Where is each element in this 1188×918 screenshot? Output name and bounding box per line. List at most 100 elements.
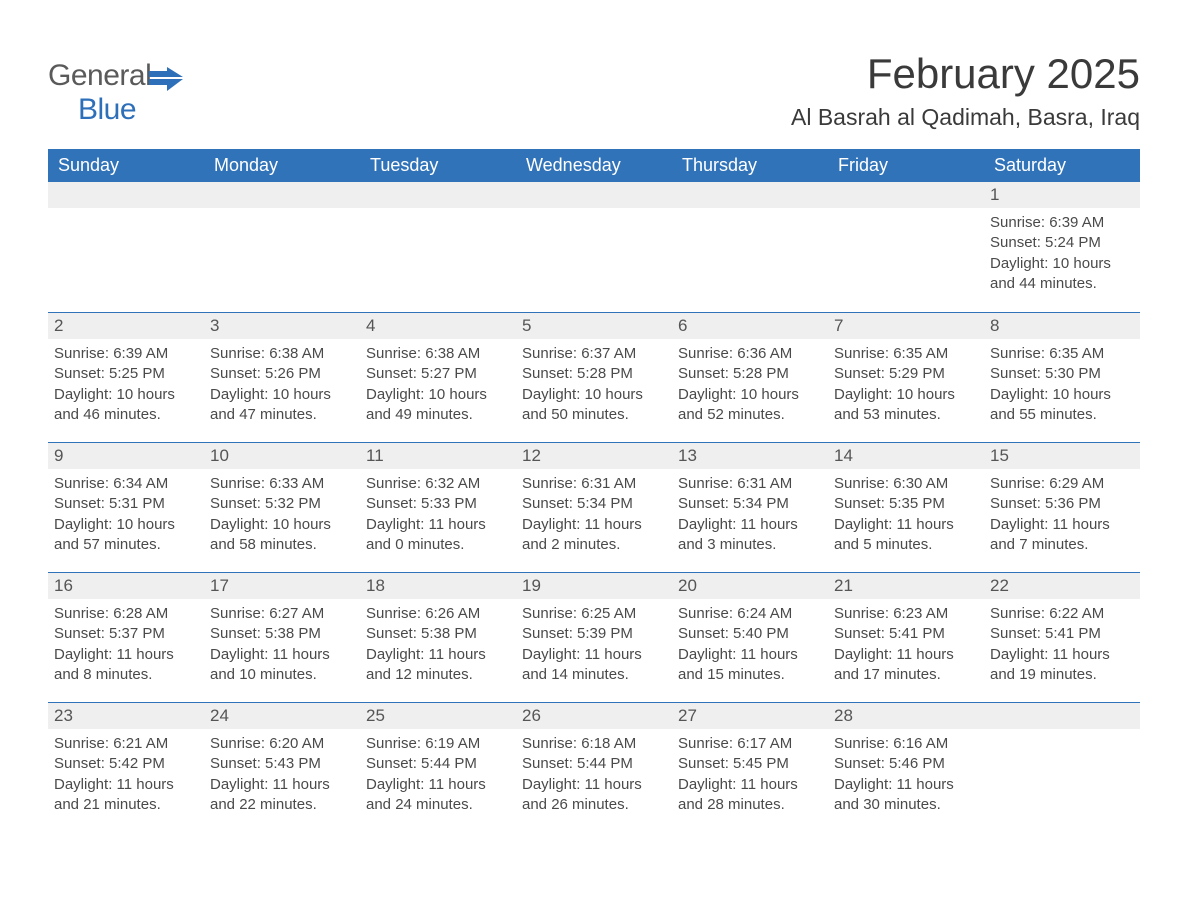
month-title: February 2025 bbox=[791, 50, 1140, 98]
day-content: Sunrise: 6:31 AMSunset: 5:34 PMDaylight:… bbox=[516, 469, 672, 567]
weekday-header: Wednesday bbox=[516, 149, 672, 182]
day-number bbox=[360, 182, 516, 208]
sunset-line: Sunset: 5:39 PM bbox=[522, 624, 666, 644]
sunrise-line: Sunrise: 6:25 AM bbox=[522, 604, 666, 624]
sunset-line: Sunset: 5:34 PM bbox=[678, 494, 822, 514]
day-content: Sunrise: 6:34 AMSunset: 5:31 PMDaylight:… bbox=[48, 469, 204, 567]
calendar-week-row: 2Sunrise: 6:39 AMSunset: 5:25 PMDaylight… bbox=[48, 312, 1140, 442]
calendar-day-cell: 27Sunrise: 6:17 AMSunset: 5:45 PMDayligh… bbox=[672, 702, 828, 832]
sunset-line: Sunset: 5:41 PM bbox=[834, 624, 978, 644]
sunrise-line: Sunrise: 6:22 AM bbox=[990, 604, 1134, 624]
day-number: 7 bbox=[828, 312, 984, 339]
day-number: 20 bbox=[672, 572, 828, 599]
calendar-day-cell: 25Sunrise: 6:19 AMSunset: 5:44 PMDayligh… bbox=[360, 702, 516, 832]
sunrise-line: Sunrise: 6:35 AM bbox=[990, 344, 1134, 364]
calendar-body: 1Sunrise: 6:39 AMSunset: 5:24 PMDaylight… bbox=[48, 182, 1140, 832]
calendar-day-cell: 20Sunrise: 6:24 AMSunset: 5:40 PMDayligh… bbox=[672, 572, 828, 702]
day-number bbox=[672, 182, 828, 208]
sunrise-line: Sunrise: 6:18 AM bbox=[522, 734, 666, 754]
day-content: Sunrise: 6:30 AMSunset: 5:35 PMDaylight:… bbox=[828, 469, 984, 567]
calendar-day-cell: 23Sunrise: 6:21 AMSunset: 5:42 PMDayligh… bbox=[48, 702, 204, 832]
daylight-line: Daylight: 11 hours and 7 minutes. bbox=[990, 515, 1134, 556]
logo-word-1: General bbox=[48, 59, 151, 92]
calendar-day-cell: 16Sunrise: 6:28 AMSunset: 5:37 PMDayligh… bbox=[48, 572, 204, 702]
sunrise-line: Sunrise: 6:39 AM bbox=[54, 344, 198, 364]
sunset-line: Sunset: 5:33 PM bbox=[366, 494, 510, 514]
day-content: Sunrise: 6:36 AMSunset: 5:28 PMDaylight:… bbox=[672, 339, 828, 437]
sunrise-line: Sunrise: 6:31 AM bbox=[522, 474, 666, 494]
weekday-header-row: Sunday Monday Tuesday Wednesday Thursday… bbox=[48, 149, 1140, 182]
day-number: 21 bbox=[828, 572, 984, 599]
day-content: Sunrise: 6:38 AMSunset: 5:26 PMDaylight:… bbox=[204, 339, 360, 437]
calendar-day-cell: 24Sunrise: 6:20 AMSunset: 5:43 PMDayligh… bbox=[204, 702, 360, 832]
sunset-line: Sunset: 5:31 PM bbox=[54, 494, 198, 514]
daylight-line: Daylight: 11 hours and 12 minutes. bbox=[366, 645, 510, 686]
daylight-line: Daylight: 11 hours and 10 minutes. bbox=[210, 645, 354, 686]
calendar-day-cell: 10Sunrise: 6:33 AMSunset: 5:32 PMDayligh… bbox=[204, 442, 360, 572]
day-content: Sunrise: 6:24 AMSunset: 5:40 PMDaylight:… bbox=[672, 599, 828, 697]
weekday-header: Friday bbox=[828, 149, 984, 182]
day-number: 27 bbox=[672, 702, 828, 729]
day-number: 28 bbox=[828, 702, 984, 729]
sunset-line: Sunset: 5:45 PM bbox=[678, 754, 822, 774]
sunset-line: Sunset: 5:40 PM bbox=[678, 624, 822, 644]
day-number: 19 bbox=[516, 572, 672, 599]
day-content: Sunrise: 6:28 AMSunset: 5:37 PMDaylight:… bbox=[48, 599, 204, 697]
daylight-line: Daylight: 11 hours and 3 minutes. bbox=[678, 515, 822, 556]
sunset-line: Sunset: 5:32 PM bbox=[210, 494, 354, 514]
day-number: 25 bbox=[360, 702, 516, 729]
day-content bbox=[516, 208, 672, 298]
sunrise-line: Sunrise: 6:38 AM bbox=[210, 344, 354, 364]
sunset-line: Sunset: 5:37 PM bbox=[54, 624, 198, 644]
calendar-day-cell: 11Sunrise: 6:32 AMSunset: 5:33 PMDayligh… bbox=[360, 442, 516, 572]
day-number: 11 bbox=[360, 442, 516, 469]
day-content: Sunrise: 6:25 AMSunset: 5:39 PMDaylight:… bbox=[516, 599, 672, 697]
sunset-line: Sunset: 5:29 PM bbox=[834, 364, 978, 384]
day-number: 14 bbox=[828, 442, 984, 469]
day-content: Sunrise: 6:27 AMSunset: 5:38 PMDaylight:… bbox=[204, 599, 360, 697]
sunrise-line: Sunrise: 6:31 AM bbox=[678, 474, 822, 494]
logo: General Blue bbox=[48, 60, 183, 125]
day-number: 15 bbox=[984, 442, 1140, 469]
daylight-line: Daylight: 11 hours and 21 minutes. bbox=[54, 775, 198, 816]
weekday-header: Saturday bbox=[984, 149, 1140, 182]
day-number: 26 bbox=[516, 702, 672, 729]
sunrise-line: Sunrise: 6:21 AM bbox=[54, 734, 198, 754]
sunset-line: Sunset: 5:38 PM bbox=[366, 624, 510, 644]
day-content bbox=[828, 208, 984, 298]
sunset-line: Sunset: 5:42 PM bbox=[54, 754, 198, 774]
sunset-line: Sunset: 5:34 PM bbox=[522, 494, 666, 514]
day-content: Sunrise: 6:32 AMSunset: 5:33 PMDaylight:… bbox=[360, 469, 516, 567]
sunrise-line: Sunrise: 6:23 AM bbox=[834, 604, 978, 624]
daylight-line: Daylight: 11 hours and 26 minutes. bbox=[522, 775, 666, 816]
day-number bbox=[984, 702, 1140, 729]
calendar-day-cell: 2Sunrise: 6:39 AMSunset: 5:25 PMDaylight… bbox=[48, 312, 204, 442]
day-number: 8 bbox=[984, 312, 1140, 339]
sunrise-line: Sunrise: 6:24 AM bbox=[678, 604, 822, 624]
daylight-line: Daylight: 11 hours and 24 minutes. bbox=[366, 775, 510, 816]
daylight-line: Daylight: 11 hours and 5 minutes. bbox=[834, 515, 978, 556]
sunrise-line: Sunrise: 6:27 AM bbox=[210, 604, 354, 624]
day-content: Sunrise: 6:39 AMSunset: 5:25 PMDaylight:… bbox=[48, 339, 204, 437]
day-content: Sunrise: 6:39 AMSunset: 5:24 PMDaylight:… bbox=[984, 208, 1140, 306]
calendar-day-cell: 9Sunrise: 6:34 AMSunset: 5:31 PMDaylight… bbox=[48, 442, 204, 572]
header: General Blue February 2025 Al Basrah al … bbox=[48, 50, 1140, 131]
calendar-day-cell: 1Sunrise: 6:39 AMSunset: 5:24 PMDaylight… bbox=[984, 182, 1140, 312]
sunrise-line: Sunrise: 6:33 AM bbox=[210, 474, 354, 494]
calendar-day-cell: 3Sunrise: 6:38 AMSunset: 5:26 PMDaylight… bbox=[204, 312, 360, 442]
day-content bbox=[672, 208, 828, 298]
sunset-line: Sunset: 5:41 PM bbox=[990, 624, 1134, 644]
day-number bbox=[48, 182, 204, 208]
day-number: 12 bbox=[516, 442, 672, 469]
sunset-line: Sunset: 5:26 PM bbox=[210, 364, 354, 384]
sunrise-line: Sunrise: 6:35 AM bbox=[834, 344, 978, 364]
sunrise-line: Sunrise: 6:26 AM bbox=[366, 604, 510, 624]
calendar-day-cell bbox=[516, 182, 672, 312]
daylight-line: Daylight: 10 hours and 50 minutes. bbox=[522, 385, 666, 426]
day-number: 9 bbox=[48, 442, 204, 469]
day-content: Sunrise: 6:26 AMSunset: 5:38 PMDaylight:… bbox=[360, 599, 516, 697]
daylight-line: Daylight: 11 hours and 8 minutes. bbox=[54, 645, 198, 686]
day-content: Sunrise: 6:35 AMSunset: 5:30 PMDaylight:… bbox=[984, 339, 1140, 437]
calendar-day-cell bbox=[672, 182, 828, 312]
calendar-day-cell: 6Sunrise: 6:36 AMSunset: 5:28 PMDaylight… bbox=[672, 312, 828, 442]
